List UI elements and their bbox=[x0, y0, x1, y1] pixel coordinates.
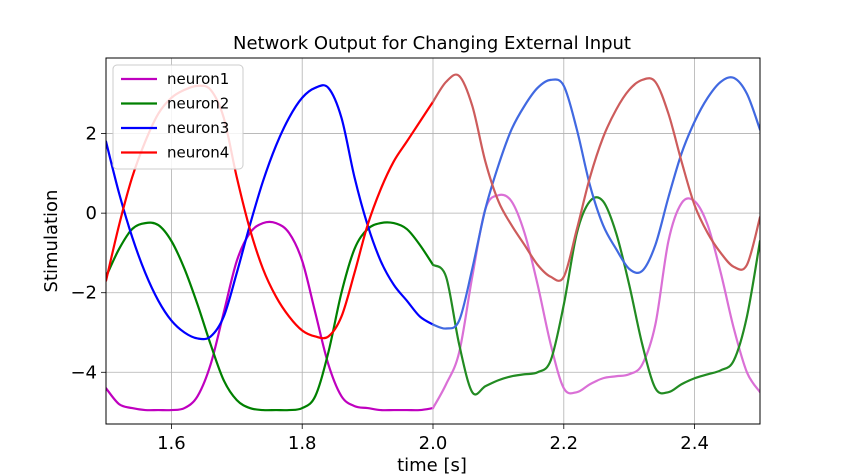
x-tick-label: 2.0 bbox=[419, 433, 448, 454]
series-line-neuron3 bbox=[106, 84, 435, 341]
series-line-neuron1 bbox=[106, 220, 435, 412]
chart-title: Network Output for Changing External Inp… bbox=[233, 33, 631, 54]
legend-label: neuron1 bbox=[167, 70, 229, 88]
y-tick-label: 2 bbox=[86, 124, 97, 145]
series-line-neuron2 bbox=[106, 221, 435, 412]
series-line-segment-5 bbox=[431, 196, 760, 396]
legend-label: neuron3 bbox=[167, 119, 229, 137]
x-tick-label: 2.4 bbox=[680, 433, 709, 454]
series-line-segment-6 bbox=[431, 76, 760, 330]
series-lines bbox=[106, 73, 760, 412]
x-axis-ticks: 1.6 1.8 2.0 2.2 2.4 bbox=[157, 424, 709, 454]
y-tick-label: −2 bbox=[70, 283, 97, 304]
y-tick-label: 0 bbox=[86, 203, 97, 224]
y-tick-label: −4 bbox=[70, 362, 97, 383]
x-axis-label: time [s] bbox=[397, 455, 467, 476]
legend-label: neuron2 bbox=[167, 95, 229, 113]
x-tick-label: 1.6 bbox=[157, 433, 186, 454]
x-tick-label: 1.8 bbox=[288, 433, 317, 454]
y-axis-ticks: −4 −2 0 2 bbox=[70, 124, 106, 383]
legend-box bbox=[112, 64, 244, 170]
series-line-segment-7 bbox=[431, 73, 760, 282]
legend: neuron1 neuron2 neuron3 neuron4 bbox=[112, 64, 244, 170]
legend-label: neuron4 bbox=[167, 144, 229, 162]
x-tick-label: 2.2 bbox=[549, 433, 578, 454]
y-axis-label: Stimulation bbox=[41, 190, 62, 293]
